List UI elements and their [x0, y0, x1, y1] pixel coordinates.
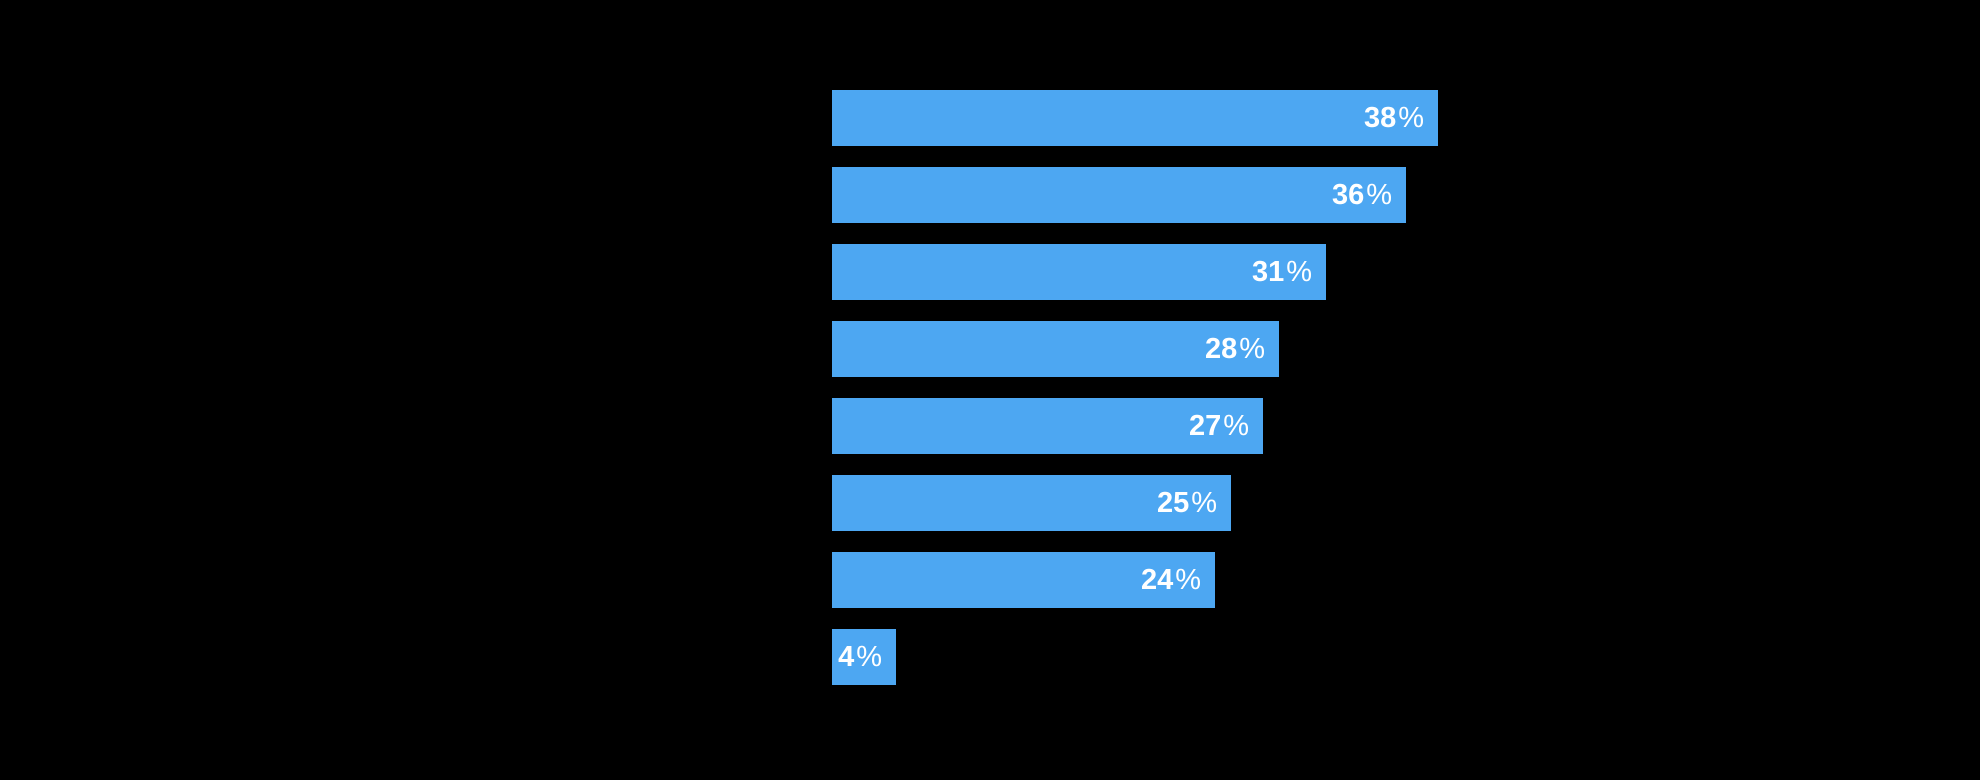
- bar-value-number: 27: [1188, 409, 1222, 442]
- bar-row: 24%: [832, 552, 1215, 608]
- bar-value-number: 24: [1140, 563, 1174, 596]
- bar-value-label: 36%: [1332, 179, 1392, 212]
- bar-value-label: 28%: [1205, 333, 1265, 366]
- bar: 36%: [832, 167, 1406, 223]
- percent-sign: %: [1191, 486, 1217, 519]
- bar-value-number: 38: [1363, 101, 1397, 134]
- bar-row: 4%: [832, 629, 896, 685]
- bar-value-number: 31: [1251, 255, 1285, 288]
- percent-sign: %: [1366, 178, 1392, 211]
- bar-value-label: 38%: [1364, 102, 1424, 135]
- bar-value-number: 4: [838, 640, 855, 673]
- bar-value-label: 27%: [1189, 410, 1249, 443]
- bar-row: 28%: [832, 321, 1279, 377]
- bar-row: 27%: [832, 398, 1263, 454]
- percent-sign: %: [1286, 255, 1312, 288]
- percent-sign: %: [1175, 563, 1201, 596]
- bar: 25%: [832, 475, 1231, 531]
- bar-value-label: 31%: [1252, 256, 1312, 289]
- bar: 38%: [832, 90, 1438, 146]
- percent-sign: %: [856, 640, 882, 673]
- bar-row: 38%: [832, 90, 1438, 146]
- bar-value-label: 4%: [838, 641, 882, 674]
- percent-sign: %: [1223, 409, 1249, 442]
- bar: 24%: [832, 552, 1215, 608]
- percent-sign: %: [1239, 332, 1265, 365]
- bar-value-number: 25: [1156, 486, 1190, 519]
- bar: 28%: [832, 321, 1279, 377]
- bar-row: 25%: [832, 475, 1231, 531]
- percent-sign: %: [1398, 101, 1424, 134]
- bar: 27%: [832, 398, 1263, 454]
- bar-value-label: 24%: [1141, 564, 1201, 597]
- bar-row: 36%: [832, 167, 1406, 223]
- bar-value-number: 28: [1204, 332, 1238, 365]
- bar-value-label: 25%: [1157, 487, 1217, 520]
- bar-value-number: 36: [1331, 178, 1365, 211]
- bar-row: 31%: [832, 244, 1326, 300]
- bar: 4%: [832, 629, 896, 685]
- bar: 31%: [832, 244, 1326, 300]
